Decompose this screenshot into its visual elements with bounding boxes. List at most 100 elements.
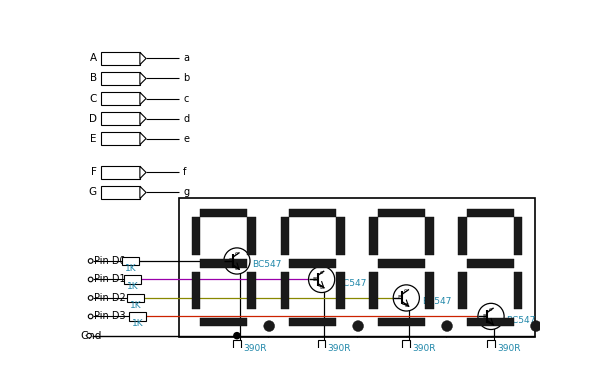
Circle shape (88, 314, 93, 319)
Bar (289, 318, 337, 326)
Bar (179, 198, 535, 337)
Bar (127, 294, 144, 302)
Bar (233, 340, 241, 357)
Bar (370, 217, 378, 255)
Bar (378, 209, 425, 217)
Circle shape (87, 334, 92, 338)
Text: c: c (404, 288, 408, 293)
Text: c: c (489, 307, 492, 312)
Text: b: b (183, 74, 189, 84)
Bar (378, 318, 425, 326)
Bar (247, 272, 256, 309)
Polygon shape (140, 186, 146, 199)
Text: 1K: 1K (129, 301, 141, 310)
Text: Pin D3: Pin D3 (94, 311, 125, 321)
Text: Pin D0: Pin D0 (94, 256, 125, 266)
Text: B: B (482, 314, 486, 319)
Text: 1K: 1K (127, 282, 139, 291)
Bar (370, 272, 378, 309)
Bar (191, 217, 200, 255)
Bar (337, 272, 344, 309)
Text: Pin D1: Pin D1 (94, 274, 125, 285)
Circle shape (393, 285, 420, 311)
Text: g: g (183, 187, 189, 197)
Text: a: a (183, 54, 189, 63)
Text: E: E (319, 285, 323, 290)
Polygon shape (140, 72, 146, 84)
Text: Pin D2: Pin D2 (94, 293, 125, 303)
Text: BC547: BC547 (506, 316, 536, 325)
Text: 390R: 390R (412, 344, 436, 353)
Text: D: D (88, 113, 97, 124)
Bar (101, 133, 140, 145)
Bar (200, 209, 247, 217)
Text: 390R: 390R (243, 344, 267, 353)
Bar (101, 166, 140, 179)
Polygon shape (140, 92, 146, 105)
Text: 390R: 390R (327, 344, 352, 353)
Bar (403, 340, 410, 357)
Circle shape (530, 321, 541, 332)
Bar (289, 259, 337, 267)
Bar (101, 52, 140, 65)
Text: BC547: BC547 (252, 260, 282, 269)
Text: BC547: BC547 (337, 279, 367, 288)
Text: A: A (90, 54, 97, 63)
Text: F: F (91, 167, 97, 178)
Text: 390R: 390R (497, 344, 521, 353)
Text: E: E (90, 134, 97, 143)
Bar (191, 272, 200, 309)
Text: B: B (397, 296, 402, 300)
Text: c: c (183, 93, 188, 104)
Text: c: c (235, 251, 238, 256)
Bar (101, 92, 140, 105)
Bar (125, 275, 141, 284)
Bar (467, 259, 514, 267)
Bar (200, 318, 247, 326)
Bar (337, 217, 344, 255)
Circle shape (442, 321, 453, 332)
Circle shape (478, 303, 504, 330)
Text: E: E (235, 266, 238, 271)
Text: BC547: BC547 (422, 298, 451, 307)
Text: B: B (312, 277, 317, 282)
Text: d: d (183, 113, 189, 124)
Text: E: E (404, 303, 408, 308)
Text: Gnd: Gnd (81, 331, 102, 341)
Bar (101, 186, 140, 199)
Bar (281, 217, 289, 255)
Circle shape (88, 296, 93, 300)
Bar (378, 259, 425, 267)
Text: c: c (319, 270, 323, 275)
Circle shape (88, 277, 93, 282)
Circle shape (224, 248, 250, 274)
Text: B: B (90, 74, 97, 84)
Circle shape (308, 266, 335, 292)
Polygon shape (140, 166, 146, 179)
Text: f: f (183, 167, 187, 178)
Bar (101, 112, 140, 125)
Text: 1K: 1K (132, 319, 143, 328)
Bar (487, 340, 495, 357)
Bar (425, 217, 433, 255)
Bar (514, 217, 523, 255)
Text: 1K: 1K (125, 264, 137, 273)
Circle shape (88, 259, 93, 263)
Polygon shape (140, 112, 146, 125)
Text: e: e (183, 134, 189, 143)
Bar (129, 312, 146, 321)
Text: E: E (489, 322, 492, 327)
Text: C: C (90, 93, 97, 104)
Bar (281, 272, 289, 309)
Bar (247, 217, 256, 255)
Text: G: G (88, 187, 97, 197)
Bar (425, 272, 433, 309)
Polygon shape (140, 52, 146, 65)
Polygon shape (140, 133, 146, 145)
Bar (289, 209, 337, 217)
Circle shape (264, 321, 275, 332)
Circle shape (234, 333, 240, 339)
Bar (467, 318, 514, 326)
Bar (101, 72, 140, 84)
Bar (458, 217, 467, 255)
